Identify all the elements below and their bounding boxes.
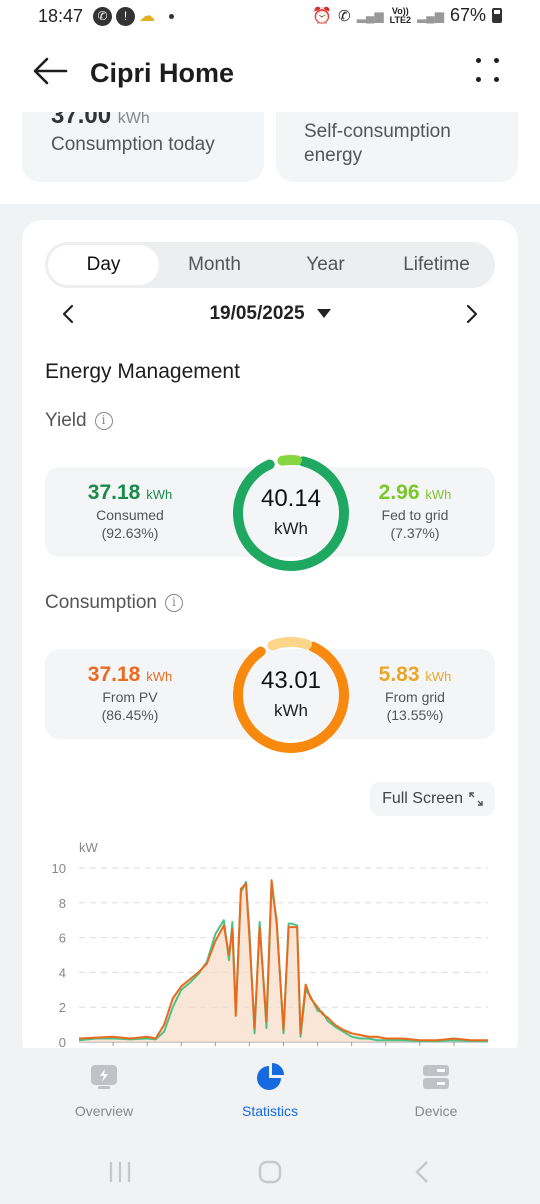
consumption-panel: 37.18 kWh From PV (86.45%) 43.01 kWh 5.8… [45,637,495,753]
yield-consumed: 37.18 kWh Consumed (92.63%) [55,481,205,541]
consumption-today-card[interactable]: 37.00 kWh Consumption today [22,112,264,182]
yield-ring-chart: 40.14 kWh [229,451,353,575]
home-icon[interactable] [258,1160,282,1184]
app-bar: Cipri Home [0,34,540,114]
y-tick-label: 8 [59,896,66,911]
summary-strip: 37.00 kWh Consumption today Self-consump… [0,112,540,204]
nav-device[interactable]: Device [376,1062,496,1119]
yield-main-arc [233,455,349,571]
y-tick-label: 2 [59,1000,66,1015]
yield-consumed-label: Consumed [96,507,164,523]
date-picker[interactable]: 19/05/2025 [45,303,495,325]
yield-total-unit: kWh [274,519,308,538]
energy-management-title: Energy Management [45,360,240,383]
yield-panel: 37.18 kWh Consumed (92.63%) 40.14 kWh 2.… [45,454,495,571]
consumption-ring-chart: 43.01 kWh [229,633,353,757]
more-options-icon[interactable] [476,58,502,84]
clock: 18:47 [38,6,84,26]
device-icon [423,1065,449,1089]
yield-title: Yield i [45,410,113,432]
alarm-icon: ⏰ [312,7,333,25]
y-axis-unit-label: kW [79,840,99,855]
yield-consumed-value: 37.18 [87,481,141,504]
y-tick-label: 10 [52,861,66,876]
tab-day[interactable]: Day [48,245,159,285]
self-consumption-label: Self-consumption energy [304,121,451,166]
series-line-0 [78,879,488,1042]
signal-icon-2: ▂▄▆ [417,8,444,23]
battery-percent: 67% [449,5,486,25]
expand-icon [469,792,483,806]
status-bar: 18:47 ✆ ! ☁ ⏰ ✆ ▂▄▆ Vo)) LTE2 ▂▄▆ 67% [0,0,540,34]
consumption-total-value: 43.01 [260,667,322,694]
back-arrow-icon[interactable] [32,56,68,86]
more-notifications-dot [169,13,174,19]
from-grid-unit: kWh [425,669,452,684]
statistics-card: Day Month Year Lifetime 19/05/2025 Energ… [22,220,518,1060]
fed-to-grid-label: Fed to grid [381,507,449,523]
page-title: Cipri Home [90,58,235,88]
series-area [79,880,488,1042]
next-date-icon[interactable] [460,302,482,326]
recent-apps-icon[interactable] [108,1160,132,1184]
bottom-navigation: Overview Statistics Device [0,1048,540,1138]
from-pv-pct: (86.45%) [101,707,159,723]
battery-icon [492,8,502,23]
yield-consumed-pct: (92.63%) [101,525,159,541]
yield-consumed-unit: kWh [146,487,173,502]
consumption-title: Consumption i [45,592,183,614]
consumption-secondary-arc [233,637,349,753]
tab-month[interactable]: Month [188,254,241,275]
from-grid-label: From grid [385,689,445,705]
dropdown-triangle-icon [316,309,331,319]
full-screen-button[interactable]: Full Screen [370,782,495,816]
whatsapp-icon: ✆ [93,6,112,26]
yield-total-value: 40.14 [260,485,322,512]
weather-icon: ☁ [139,8,155,25]
nav-overview[interactable]: Overview [44,1062,164,1119]
self-consumption-card[interactable]: Self-consumption energy [276,112,518,182]
yield-secondary-arc [233,454,349,571]
fed-to-grid-unit: kWh [425,487,452,502]
from-pv-label: From PV [102,689,158,705]
tab-year[interactable]: Year [306,254,345,275]
volte-icon: Vo)) LTE2 [389,5,411,25]
consumption-info-icon[interactable]: i [164,594,183,612]
period-tabs: Day Month Year Lifetime [45,242,495,288]
y-tick-label: 0 [59,1035,66,1050]
power-line-chart: kW 10 8 6 4 2 0 [52,840,488,1050]
wifi-call-icon: ✆ [338,7,351,25]
from-grid-pct: (13.55%) [386,707,444,723]
tab-lifetime[interactable]: Lifetime [403,254,470,275]
yield-info-icon[interactable]: i [94,412,113,430]
fed-to-grid-pct: (7.37%) [390,525,440,541]
consumption-from-grid: 5.83 kWh From grid (13.55%) [340,663,490,723]
alert-icon: ! [116,6,135,26]
consumption-total-unit: kWh [274,701,308,720]
system-navigation-bar [0,1138,540,1204]
previous-date-icon[interactable] [58,302,80,326]
selected-date: 19/05/2025 [209,303,305,324]
from-pv-unit: kWh [146,669,173,684]
y-tick-label: 6 [59,931,66,946]
overview-icon [91,1065,117,1089]
system-back-icon[interactable] [412,1160,432,1184]
fed-to-grid-value: 2.96 [378,481,420,504]
consumption-from-pv: 37.18 kWh From PV (86.45%) [55,663,205,723]
consumption-main-arc [233,637,349,753]
consumption-today-value: 37.00 [51,112,112,129]
nav-statistics[interactable]: Statistics [210,1062,330,1119]
consumption-today-unit: kWh [117,112,150,127]
statistics-pie-icon [257,1063,284,1090]
from-pv-value: 37.18 [87,663,141,686]
from-grid-value: 5.83 [378,663,420,686]
consumption-today-label: Consumption today [51,134,215,155]
date-selector: 19/05/2025 [45,300,495,330]
yield-fed-to-grid: 2.96 kWh Fed to grid (7.37%) [340,481,490,541]
signal-icon-1: ▂▄▆ [356,8,384,23]
y-tick-label: 4 [59,965,66,980]
